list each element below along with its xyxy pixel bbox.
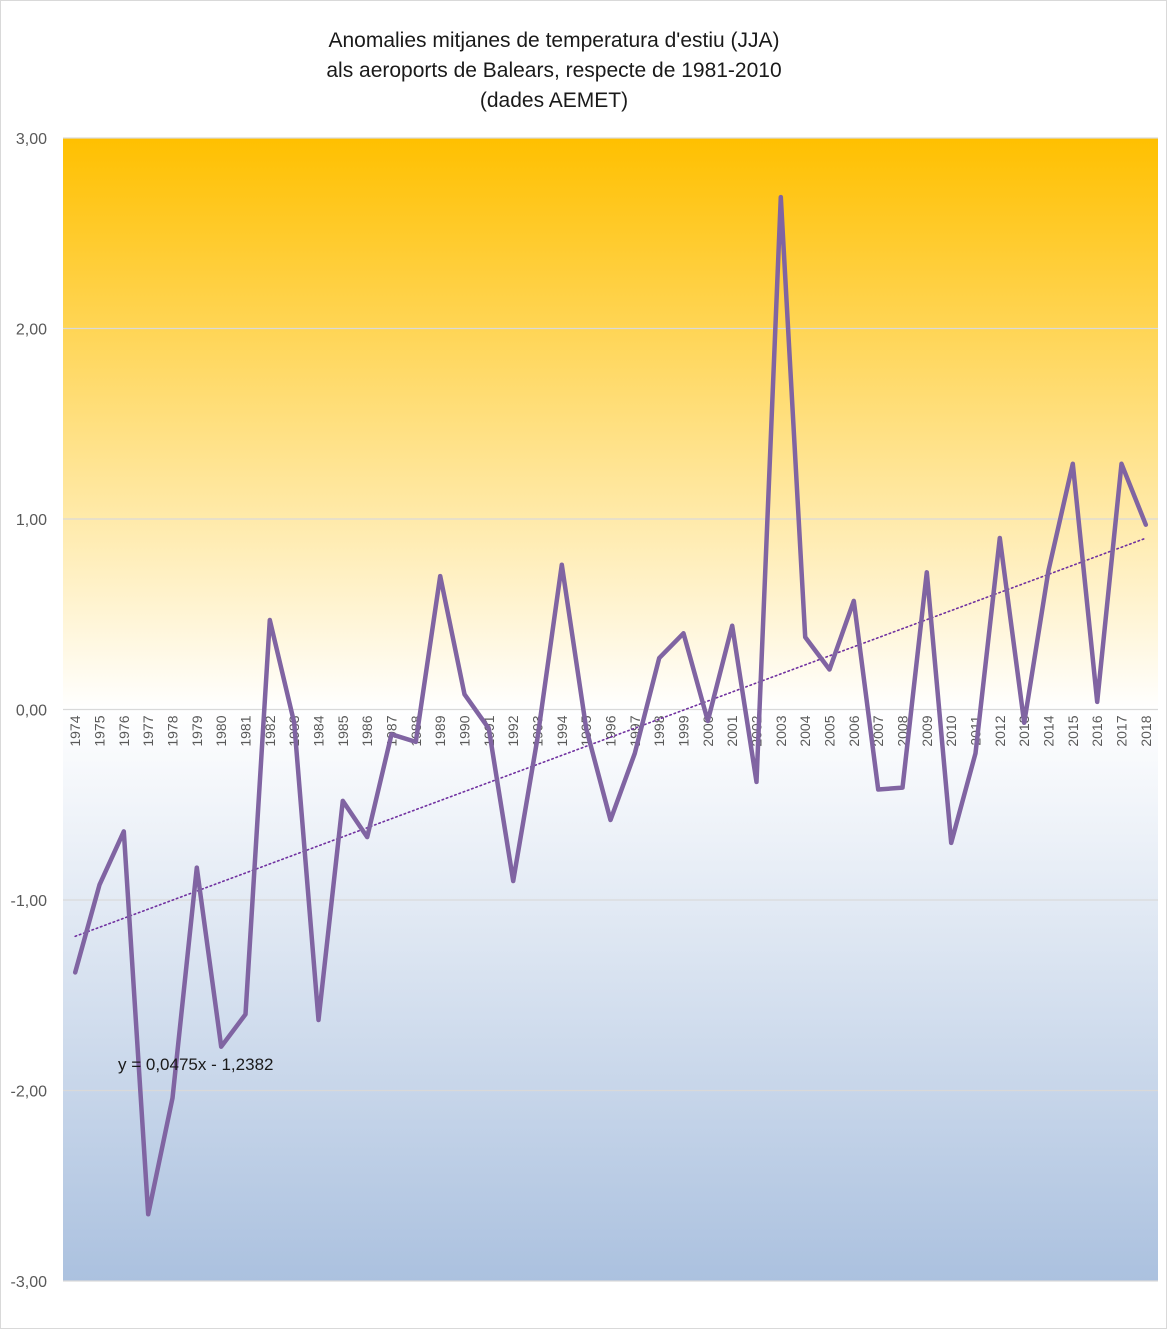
title-line-1: Anomalies mitjanes de temperatura d'esti… — [328, 29, 779, 52]
x-tick-label: 1976 — [116, 715, 132, 746]
x-tick-label: 1978 — [165, 715, 181, 746]
x-tick-label: 2013 — [1016, 715, 1032, 746]
x-tick-label: 1990 — [457, 715, 473, 746]
x-tick-label: 1994 — [554, 715, 570, 746]
x-tick-label: 2017 — [1114, 715, 1130, 746]
x-tick-label: 1975 — [92, 715, 108, 746]
chart-title: Anomalies mitjanes de temperatura d'esti… — [326, 29, 781, 112]
x-tick-label: 2014 — [1041, 715, 1057, 746]
x-tick-label: 1984 — [311, 715, 327, 746]
x-tick-label: 1987 — [384, 715, 400, 746]
title-line-2: als aeroports de Balears, respecte de 19… — [326, 59, 781, 82]
x-tick-label: 2006 — [846, 715, 862, 746]
x-tick-label: 1996 — [603, 715, 619, 746]
plot-background-warm — [63, 138, 1158, 710]
x-tick-label: 1979 — [189, 715, 205, 746]
x-tick-label: 1999 — [676, 715, 692, 746]
x-tick-label: 1977 — [140, 715, 156, 746]
series-group — [72, 194, 1149, 1217]
y-axis: 3,00 2,00 1,00 0,00 -1,00 -2,00 -3,00 — [11, 131, 48, 1291]
x-tick-label: 1992 — [505, 715, 521, 746]
x-tick-label: 2012 — [992, 715, 1008, 746]
x-tick-label: 2001 — [724, 715, 740, 746]
x-tick-label: 2000 — [700, 715, 716, 746]
x-tick-label: 1989 — [432, 715, 448, 746]
x-tick-label: 1982 — [262, 715, 278, 746]
x-tick-label: 2009 — [919, 715, 935, 746]
y-tick-label: 0,00 — [16, 703, 47, 720]
x-tick-label: 2015 — [1065, 715, 1081, 746]
y-tick-label: -1,00 — [11, 893, 48, 910]
trendline-equation: y = 0,0475x - 1,2382 — [118, 1055, 273, 1074]
y-tick-label: -3,00 — [11, 1274, 48, 1291]
x-tick-label: 1974 — [67, 715, 83, 746]
series-line — [72, 194, 1149, 1217]
x-tick-label: 2005 — [822, 715, 838, 746]
x-tick-label: 2016 — [1089, 715, 1105, 746]
x-tick-label: 1986 — [359, 715, 375, 746]
x-tick-label: 2018 — [1138, 715, 1154, 746]
plot-background-cold — [63, 709, 1158, 1281]
y-tick-label: 1,00 — [16, 512, 47, 529]
x-tick-label: 1980 — [213, 715, 229, 746]
y-tick-label: 3,00 — [16, 131, 47, 148]
title-line-3: (dades AEMET) — [480, 89, 628, 112]
x-tick-label: 2004 — [797, 715, 813, 746]
x-tick-label: 2007 — [870, 715, 886, 746]
x-tick-label: 1998 — [651, 715, 667, 746]
x-tick-label: 1981 — [238, 715, 254, 746]
x-tick-label: 2010 — [943, 715, 959, 746]
x-tick-label: 2003 — [773, 715, 789, 746]
y-tick-label: 2,00 — [16, 322, 47, 339]
gridlines — [63, 137, 1158, 1282]
x-tick-label: 1985 — [335, 715, 351, 746]
y-tick-label: -2,00 — [11, 1084, 48, 1101]
